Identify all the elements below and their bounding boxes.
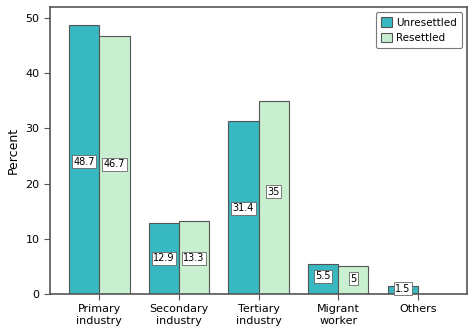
Text: 48.7: 48.7 bbox=[73, 157, 95, 166]
Bar bbox=[99, 36, 129, 294]
Legend: Unresettled, Resettled: Unresettled, Resettled bbox=[376, 12, 462, 48]
Bar bbox=[69, 25, 99, 294]
Text: 5: 5 bbox=[350, 274, 356, 284]
Bar bbox=[258, 101, 289, 294]
Text: 31.4: 31.4 bbox=[233, 203, 254, 213]
Bar bbox=[228, 121, 258, 294]
Bar bbox=[149, 223, 179, 294]
Y-axis label: Percent: Percent bbox=[7, 127, 20, 174]
Bar bbox=[179, 220, 209, 294]
Bar bbox=[388, 286, 418, 294]
Text: 5.5: 5.5 bbox=[315, 271, 331, 281]
Text: 46.7: 46.7 bbox=[104, 159, 125, 169]
Bar bbox=[308, 264, 338, 294]
Text: 12.9: 12.9 bbox=[153, 253, 174, 263]
Text: 13.3: 13.3 bbox=[183, 253, 205, 263]
Text: 1.5: 1.5 bbox=[395, 283, 410, 293]
Bar bbox=[338, 266, 368, 294]
Text: 35: 35 bbox=[267, 187, 280, 197]
